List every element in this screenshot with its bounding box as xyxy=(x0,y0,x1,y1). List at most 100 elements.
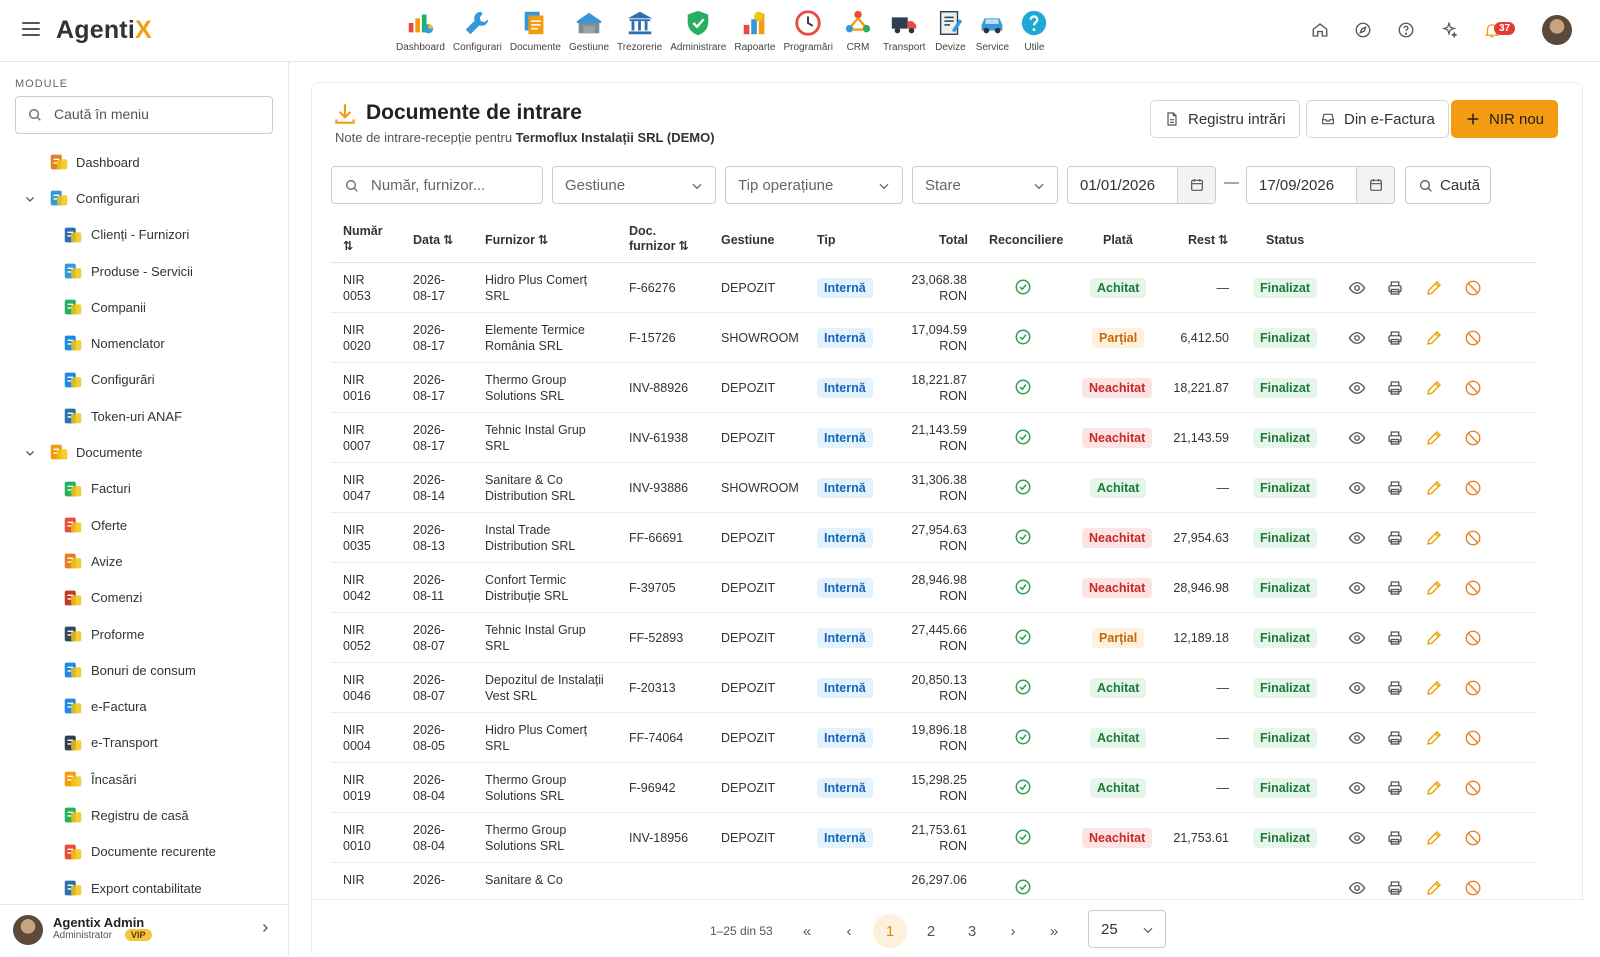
edit-pencil-icon[interactable] xyxy=(1425,679,1443,697)
table-row[interactable]: NIR 0010 2026- 08-04 Thermo Group Solutions S… xyxy=(331,813,1537,863)
edit-pencil-icon[interactable] xyxy=(1425,879,1443,897)
cancel-ban-icon[interactable] xyxy=(1464,379,1482,397)
cell-numar[interactable]: NIR 0007 xyxy=(343,423,371,453)
chevron-down-icon[interactable] xyxy=(24,193,36,205)
table-row[interactable]: NIR 0046 2026- 08-07 Depozitul de Instalații… xyxy=(331,663,1537,713)
edit-pencil-icon[interactable] xyxy=(1425,729,1443,747)
print-icon[interactable] xyxy=(1386,729,1404,747)
cell-numar[interactable]: NIR 0042 xyxy=(343,573,371,603)
cancel-ban-icon[interactable] xyxy=(1464,279,1482,297)
page-1-button[interactable]: 1 xyxy=(873,914,907,948)
sidebar-item-clien-i-furnizori[interactable]: Clienți - Furnizori xyxy=(0,217,289,253)
app-logo[interactable]: AgentiX xyxy=(56,16,152,44)
cell-numar[interactable]: NIR 0004 xyxy=(343,723,371,753)
page-size-select[interactable]: 25 xyxy=(1088,910,1166,948)
module-utile[interactable]: Utile xyxy=(1013,6,1055,53)
table-row[interactable]: NIR 0004 2026- 08-05 Hidro Plus Comerț SRL FF-… xyxy=(331,713,1537,763)
view-eye-icon[interactable] xyxy=(1348,829,1366,847)
hamburger-menu-icon[interactable] xyxy=(22,22,40,36)
module-trezorerie[interactable]: Trezorerie xyxy=(613,6,666,53)
sidebar-item-registru-de-cas-[interactable]: Registru de casă xyxy=(0,797,289,833)
sidebar-item-export-contabilitate[interactable]: Export contabilitate xyxy=(0,870,289,906)
module-devize[interactable]: Devize xyxy=(929,6,971,53)
edit-pencil-icon[interactable] xyxy=(1425,279,1443,297)
table-row[interactable]: NIR 0053 2026- 08-17 Hidro Plus Comerț SRL F-6… xyxy=(331,263,1537,313)
edit-pencil-icon[interactable] xyxy=(1425,629,1443,647)
cell-numar[interactable]: NIR 0019 xyxy=(343,773,371,803)
cell-numar[interactable]: NIR 0053 xyxy=(343,273,371,303)
view-eye-icon[interactable] xyxy=(1348,429,1366,447)
module-dashboard[interactable]: Dashboard xyxy=(392,6,449,53)
cancel-ban-icon[interactable] xyxy=(1464,629,1482,647)
edit-pencil-icon[interactable] xyxy=(1425,779,1443,797)
cell-numar[interactable]: NIR 0047 xyxy=(343,473,371,503)
sparkle-ai-icon[interactable] xyxy=(1433,14,1465,46)
tip-operatiune-select[interactable]: Tip operațiune xyxy=(725,166,903,204)
print-icon[interactable] xyxy=(1386,529,1404,547)
sidebar-item-oferte[interactable]: Oferte xyxy=(0,507,289,543)
date-from-field[interactable]: 01/01/2026 xyxy=(1067,166,1216,204)
view-eye-icon[interactable] xyxy=(1348,529,1366,547)
col-furnizor[interactable]: Furnizor ⇅ xyxy=(485,233,549,248)
col-doc-furnizor[interactable]: Doc. furnizor ⇅ xyxy=(629,224,690,254)
cell-numar[interactable]: NIR 0010 xyxy=(343,823,371,853)
sidebar-item-e-transport[interactable]: e-Transport xyxy=(0,725,289,761)
view-eye-icon[interactable] xyxy=(1348,729,1366,747)
sidebar-item--ncas-ri[interactable]: Încasări xyxy=(0,761,289,797)
cell-numar[interactable]: NIR 0052 xyxy=(343,623,371,653)
sidebar-item-e-factura[interactable]: e-Factura xyxy=(0,688,289,724)
print-icon[interactable] xyxy=(1386,829,1404,847)
print-icon[interactable] xyxy=(1386,579,1404,597)
print-icon[interactable] xyxy=(1386,779,1404,797)
page-3-button[interactable]: 3 xyxy=(967,922,977,940)
cancel-ban-icon[interactable] xyxy=(1464,529,1482,547)
module-gestiune[interactable]: Gestiune xyxy=(565,6,613,53)
sidebar-user-card[interactable]: Agentix Admin Administrator VIP xyxy=(0,904,289,956)
cell-numar[interactable]: NIR 0035 xyxy=(343,523,371,553)
cell-numar[interactable]: NIR 0020 xyxy=(343,323,371,353)
cancel-ban-icon[interactable] xyxy=(1464,829,1482,847)
next-page-button[interactable]: › xyxy=(1010,922,1016,940)
sidebar-item-documente[interactable]: Documente xyxy=(0,434,289,470)
edit-pencil-icon[interactable] xyxy=(1425,529,1443,547)
calendar-icon[interactable] xyxy=(1356,167,1394,203)
cell-numar[interactable]: NIR xyxy=(343,873,365,887)
view-eye-icon[interactable] xyxy=(1348,579,1366,597)
col-numar[interactable]: Număr ⇅ xyxy=(343,224,383,254)
notifications-bell-icon[interactable]: 37 xyxy=(1476,14,1516,46)
view-eye-icon[interactable] xyxy=(1348,379,1366,397)
table-row[interactable]: NIR 0047 2026- 08-14 Sanitare & Co Distributi… xyxy=(331,463,1537,513)
print-icon[interactable] xyxy=(1386,429,1404,447)
sidebar-item-token-uri-anaf[interactable]: Token-uri ANAF xyxy=(0,398,289,434)
edit-pencil-icon[interactable] xyxy=(1425,429,1443,447)
edit-pencil-icon[interactable] xyxy=(1425,479,1443,497)
table-row[interactable]: NIR 0035 2026- 08-13 Instal Trade Distributio… xyxy=(331,513,1537,563)
sidebar-item-avize[interactable]: Avize xyxy=(0,543,289,579)
cancel-ban-icon[interactable] xyxy=(1464,479,1482,497)
compass-icon[interactable] xyxy=(1347,14,1379,46)
edit-pencil-icon[interactable] xyxy=(1425,829,1443,847)
view-eye-icon[interactable] xyxy=(1348,479,1366,497)
chevron-down-icon[interactable] xyxy=(24,447,36,459)
table-row[interactable]: NIR 0019 2026- 08-04 Thermo Group Solutions S… xyxy=(331,763,1537,813)
sidebar-search[interactable] xyxy=(15,96,273,134)
table-row[interactable]: NIR 0016 2026- 08-17 Thermo Group Solutions S… xyxy=(331,363,1537,413)
sidebar-item-configurari[interactable]: Configurari xyxy=(0,180,289,216)
cancel-ban-icon[interactable] xyxy=(1464,779,1482,797)
search-button[interactable]: Caută xyxy=(1405,166,1491,204)
col-rest[interactable]: Rest ⇅ xyxy=(1188,233,1229,248)
print-icon[interactable] xyxy=(1386,279,1404,297)
din-efactura-button[interactable]: Din e-Factura xyxy=(1306,100,1449,138)
chevron-right-icon[interactable] xyxy=(259,922,271,934)
view-eye-icon[interactable] xyxy=(1348,329,1366,347)
view-eye-icon[interactable] xyxy=(1348,779,1366,797)
cancel-ban-icon[interactable] xyxy=(1464,879,1482,897)
module-documente[interactable]: Documente xyxy=(506,6,565,53)
edit-pencil-icon[interactable] xyxy=(1425,579,1443,597)
module-configurari[interactable]: Configurari xyxy=(449,6,506,53)
cell-numar[interactable]: NIR 0016 xyxy=(343,373,371,403)
edit-pencil-icon[interactable] xyxy=(1425,379,1443,397)
stare-select[interactable]: Stare xyxy=(912,166,1058,204)
edit-pencil-icon[interactable] xyxy=(1425,329,1443,347)
page-2-button[interactable]: 2 xyxy=(926,922,936,940)
